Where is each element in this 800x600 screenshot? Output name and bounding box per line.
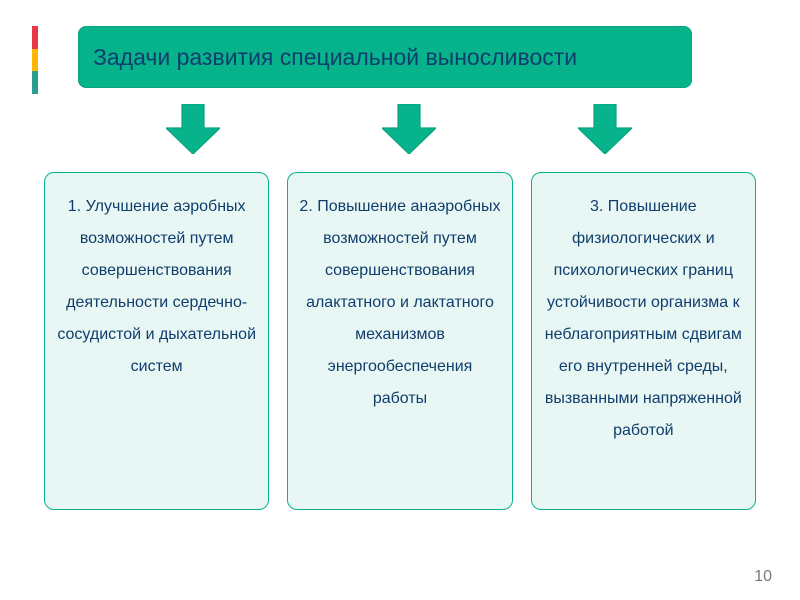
cards-row: 1. Улучшение аэробных возможностей путем… bbox=[44, 172, 756, 510]
accent-seg-2 bbox=[32, 49, 38, 72]
card-2: 2. Повышение анаэробных возможностей пут… bbox=[287, 172, 512, 510]
accent-seg-3 bbox=[32, 71, 38, 94]
arrow-poly bbox=[166, 104, 220, 154]
card-2-text: 2. Повышение анаэробных возможностей пут… bbox=[298, 191, 501, 415]
slide: Задачи развития специальной выносливости… bbox=[0, 0, 800, 600]
card-1: 1. Улучшение аэробных возможностей путем… bbox=[44, 172, 269, 510]
arrow-poly bbox=[578, 104, 632, 154]
card-1-text: 1. Улучшение аэробных возможностей путем… bbox=[55, 191, 258, 383]
card-3-text: 3. Повышение физиологических и психологи… bbox=[542, 191, 745, 447]
title-box: Задачи развития специальной выносливости bbox=[78, 26, 692, 88]
accent-bar bbox=[32, 26, 38, 94]
arrow-3 bbox=[578, 104, 632, 154]
arrow-1 bbox=[166, 104, 220, 154]
page-number: 10 bbox=[754, 568, 772, 586]
card-3: 3. Повышение физиологических и психологи… bbox=[531, 172, 756, 510]
arrow-2 bbox=[382, 104, 436, 154]
title-text: Задачи развития специальной выносливости bbox=[93, 44, 577, 71]
chevron-down-icon bbox=[166, 104, 220, 154]
chevron-down-icon bbox=[578, 104, 632, 154]
arrow-poly bbox=[382, 104, 436, 154]
chevron-down-icon bbox=[382, 104, 436, 154]
accent-seg-1 bbox=[32, 26, 38, 49]
